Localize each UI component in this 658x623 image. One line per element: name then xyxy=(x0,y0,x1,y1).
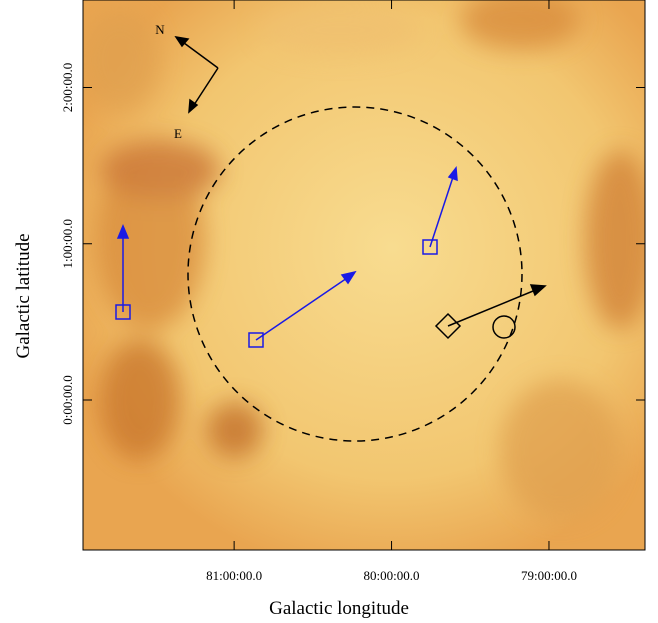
x-tick-label: 81:00:00.0 xyxy=(206,568,262,583)
black-markers xyxy=(174,35,547,340)
x-tick-label: 79:00:00.0 xyxy=(521,568,577,583)
region-circle xyxy=(187,106,523,442)
y-tick-label: 1:00:00.0 xyxy=(60,219,75,268)
plot-frame xyxy=(82,0,646,551)
east-label: E xyxy=(174,126,182,141)
x-axis-title: Galactic longitude xyxy=(269,598,409,619)
sky-image xyxy=(83,0,645,550)
x-tick-label: 80:00:00.0 xyxy=(364,568,420,583)
y-axis-title: Galactic latitude xyxy=(13,233,34,358)
blue-markers xyxy=(115,166,458,348)
y-tick-label: 2:00:00.0 xyxy=(60,63,75,112)
y-tick-label: 0:00:00.0 xyxy=(60,375,75,424)
north-label: N xyxy=(155,22,165,37)
overlay xyxy=(115,35,547,442)
